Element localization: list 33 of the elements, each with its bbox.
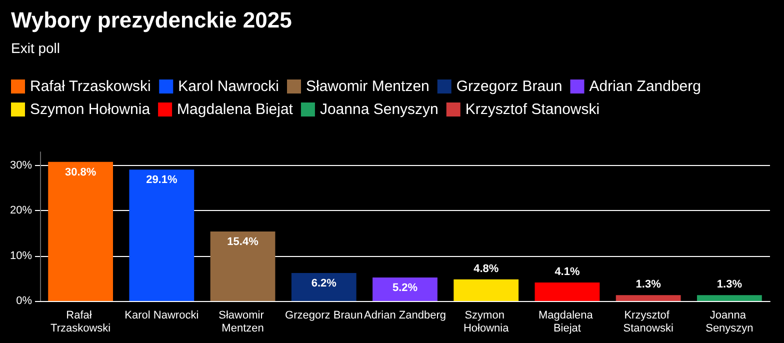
- y-tick-label: 30%: [10, 160, 32, 172]
- x-tick-label: Rafał Trzaskowski: [50, 310, 111, 334]
- legend-label: Adrian Zandberg: [589, 78, 701, 95]
- chart-title: Wybory prezydenckie 2025: [11, 8, 292, 32]
- legend-label: Rafał Trzaskowski: [30, 78, 151, 95]
- x-tick-label: Magdalena Biejat: [538, 310, 596, 334]
- data-label: 30.8%: [64, 166, 96, 178]
- data-label: 5.2%: [392, 282, 418, 294]
- data-label: 1.3%: [636, 278, 662, 291]
- data-label: 15.4%: [227, 236, 259, 248]
- legend-label: Krzysztof Stanowski: [465, 101, 600, 118]
- legend-label: Sławomir Mentzen: [306, 78, 430, 95]
- legend-label: Grzegorz Braun: [456, 78, 562, 95]
- x-tick-label: Sławomir Mentzen: [218, 310, 267, 334]
- data-label: 4.8%: [474, 262, 499, 275]
- legend-label: Karol Nawrocki: [178, 78, 280, 95]
- y-tick-label: 0%: [16, 295, 32, 307]
- x-tick-label: Adrian Zandberg: [364, 310, 446, 322]
- legend-label: Szymon Hołownia: [30, 101, 151, 118]
- data-label: 6.2%: [311, 278, 337, 290]
- data-label: 29.1%: [146, 174, 178, 186]
- chart-subtitle: Exit poll: [11, 40, 60, 56]
- legend-label: Magdalena Biejat: [177, 101, 294, 118]
- x-tick-label: Krzysztof Stanowski: [623, 310, 674, 334]
- x-tick-label: Joanna Senyszyn: [706, 310, 754, 334]
- data-label: 1.3%: [716, 278, 742, 291]
- y-tick-label: 10%: [10, 250, 32, 262]
- x-tick-label: Szymon Hołownia: [463, 310, 510, 334]
- y-tick-label: 20%: [10, 204, 32, 217]
- legend-label: Joanna Senyszyn: [320, 101, 438, 118]
- data-label: 4.1%: [554, 266, 580, 278]
- x-tick-label: Grzegorz Braun: [285, 310, 363, 322]
- x-tick-label: Karol Nawrocki: [124, 310, 199, 322]
